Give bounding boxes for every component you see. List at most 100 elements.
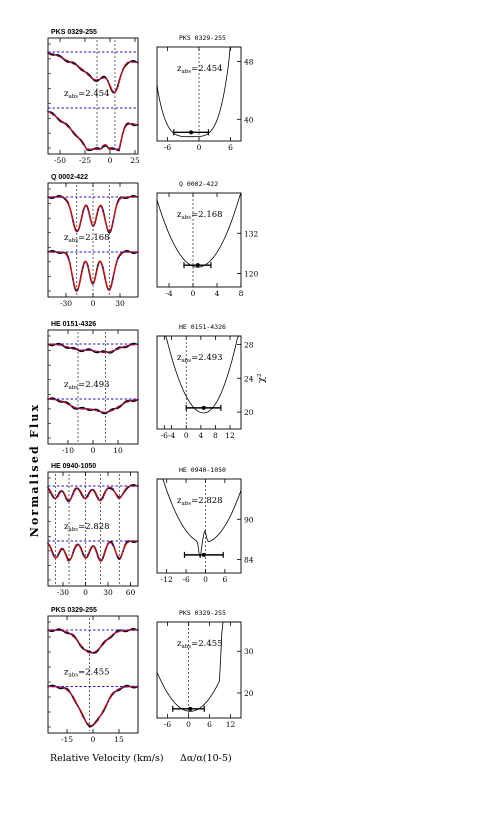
data-point [137,343,139,346]
data-point [77,543,79,546]
data-point [52,685,54,688]
flux-panel-0: PKS 0329-255 -50 -25 0 25 zabs=2.454 [47,29,140,165]
data-point [82,407,84,410]
chi2-panel-frame [156,621,242,719]
data-point [82,646,84,649]
x-tick-label: 0 [197,143,202,152]
zabs-label: zabs=2.493 [177,353,223,364]
spectrum-data [47,483,139,502]
data-point [97,718,99,721]
data-point [127,541,129,544]
data-point [132,629,134,631]
data-point [122,251,124,254]
data-point [122,68,124,71]
data-point [62,121,64,124]
x-tick-label: -30 [60,299,72,308]
x-tick-label: 0 [108,156,113,165]
y-tick-label: 28 [244,340,254,349]
left-x-axis-label: Relative Velocity (km/s) [50,753,164,764]
x-tick-label: 4 [198,431,203,440]
y-tick-label: 20 [244,408,254,417]
data-point [72,493,74,496]
zabs-label: zabs=2.168 [177,210,223,221]
x-tick-label: -10 [62,446,74,455]
data-point [77,65,79,68]
zabs-label: zabs=2.455 [177,639,223,650]
x-tick-label: 0 [91,299,96,308]
data-point [57,343,59,346]
chi2-panel-1: Q 0002-422 -4 0 4 8 120 132 zabs=2.168 [156,180,259,298]
data-point [107,229,109,232]
data-point [132,540,134,542]
x-tick-label: -6 [164,720,172,729]
spectrum-data [47,684,139,728]
data-point [102,643,104,646]
data-point [47,629,49,631]
x-tick-label: 6 [228,143,233,152]
data-point [82,266,84,269]
data-point [107,542,109,545]
chi2-panel-frame [156,192,242,288]
data-point [92,408,94,411]
spectrum-data [47,627,139,654]
x-tick-label: -15 [61,735,73,744]
x-tick-label: 12 [225,431,235,440]
x-tick-label: 60 [126,588,136,597]
best-fit-point [201,552,206,557]
data-point [87,208,89,211]
best-fit-point [189,130,194,135]
x-tick-label: -50 [54,156,66,165]
data-point [127,344,129,347]
data-point [137,629,139,631]
data-point [77,487,79,490]
data-point [107,351,109,353]
data-point [107,411,109,413]
x-tick-label: 10 [113,446,123,455]
data-point [122,550,124,553]
data-point [67,256,69,259]
data-point [102,351,104,354]
data-point [137,196,139,198]
data-point [47,110,49,113]
x-tick-label: -30 [57,588,69,597]
data-point [62,490,64,493]
data-point [132,485,134,487]
zabs-label: zabs=2.454 [64,89,110,100]
data-point [132,343,134,346]
x-tick-label: -12 [161,575,173,584]
x-tick-label: 8 [239,289,244,298]
data-point [47,343,49,345]
data-point [62,547,64,550]
data-point [77,640,79,643]
data-point [82,553,84,556]
data-point [107,146,109,149]
data-point [72,347,74,350]
data-point [97,496,99,499]
x-tick-label: -4 [165,289,173,298]
data-point [52,53,54,55]
data-point [92,651,94,654]
data-point [47,251,49,253]
data-point [107,80,109,83]
flux-panel-1: Q 0002-422 -30 0 30 zabs=2.168 [47,174,139,308]
data-point [127,123,129,126]
data-point [122,196,124,199]
data-point [57,55,59,57]
data-point [117,85,119,88]
data-point [67,201,69,204]
data-point [127,629,129,632]
chi2-curve [157,478,242,559]
data-point [102,496,104,499]
data-point [57,685,59,688]
x-tick-label: 0 [83,588,88,597]
data-point [112,488,114,491]
model-fit [47,51,139,94]
data-point [112,90,114,93]
data-point [137,123,139,126]
data-point [72,405,74,408]
data-point [57,629,59,632]
data-point [122,629,124,632]
data-point [62,686,64,689]
data-point [97,148,99,151]
data-point [62,400,64,403]
